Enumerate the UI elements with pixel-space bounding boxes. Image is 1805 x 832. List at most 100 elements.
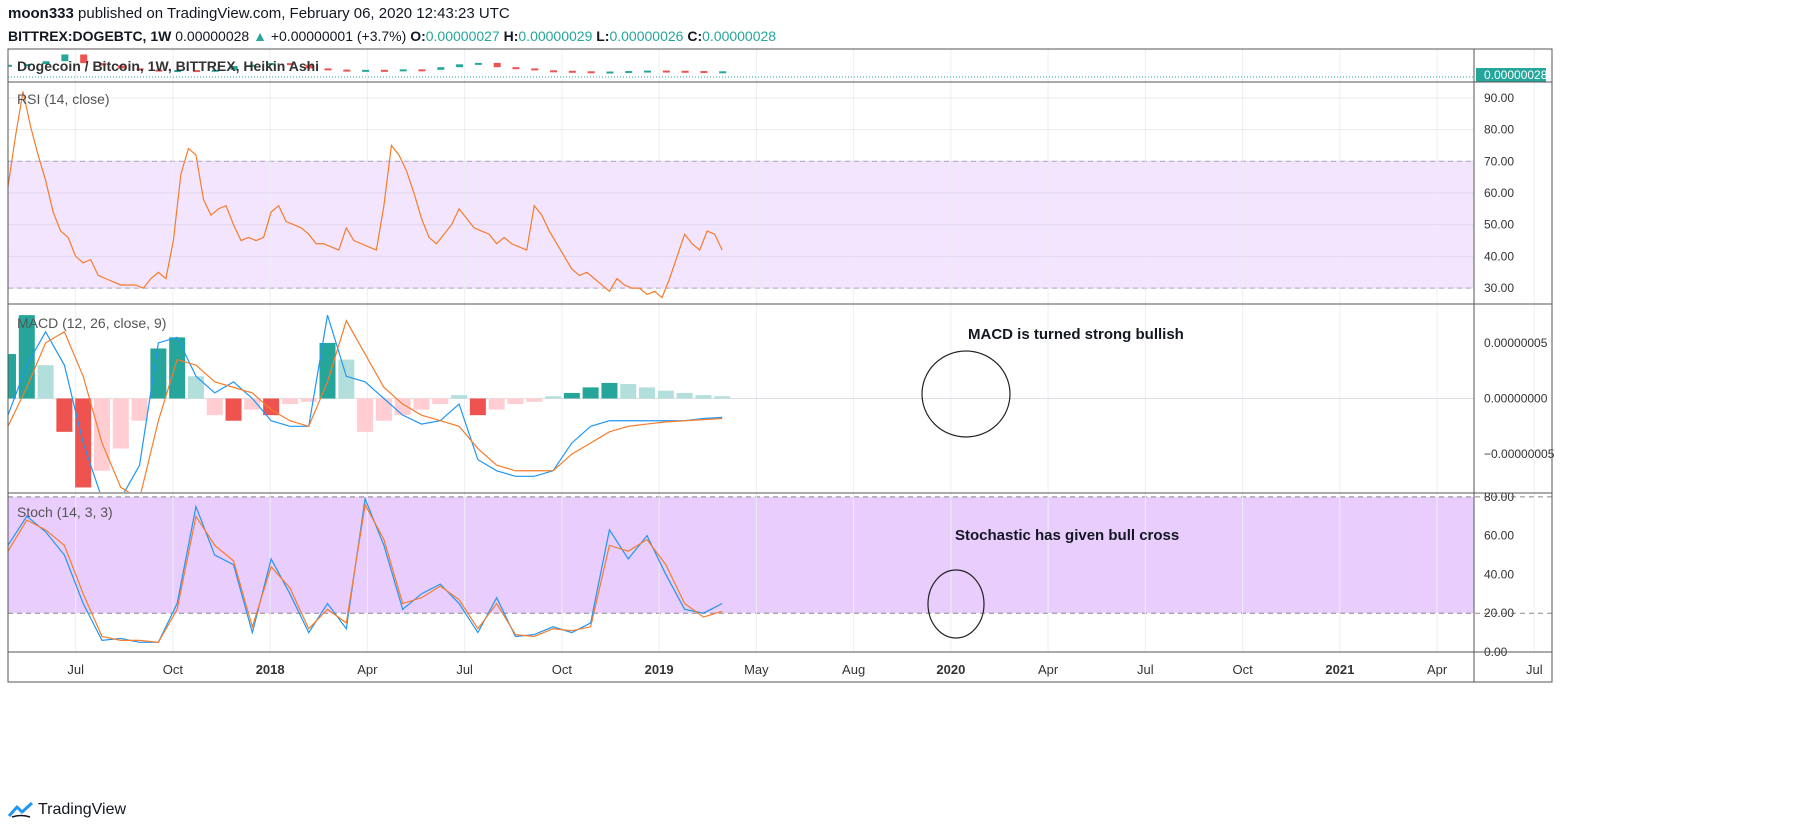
x-axis-label: Oct <box>1232 662 1253 677</box>
price-candle <box>512 67 520 70</box>
x-axis-label: Oct <box>552 662 573 677</box>
price-candle <box>474 62 482 65</box>
chart-canvas[interactable]: Dogecoin / Bitcoin, 1W, BITTREX, Heikin … <box>0 0 1805 800</box>
price-candle <box>174 70 182 73</box>
price-candle <box>192 70 200 73</box>
rsi-y-tick-label: 90.00 <box>1484 91 1514 105</box>
symbol-info: BITTREX:DOGEBTC, 1W 0.00000028 ▲ +0.0000… <box>8 28 776 44</box>
macd-signal-line <box>8 319 723 492</box>
macd-histogram-bar <box>639 387 656 399</box>
macd-histogram-bar <box>150 348 167 399</box>
price-candle <box>211 69 219 72</box>
rsi-y-tick-label: 70.00 <box>1484 154 1514 168</box>
brand-name: TradingView <box>38 801 127 818</box>
price-candle <box>437 67 445 70</box>
x-axis-label: Jul <box>67 662 84 677</box>
price-candle <box>80 54 88 64</box>
price-candle <box>606 71 614 74</box>
price-candle <box>380 69 388 72</box>
rsi-y-tick-label: 30.00 <box>1484 281 1514 295</box>
rsi-band <box>8 161 1474 289</box>
ohlc-open-value: 0.00000027 <box>425 28 500 44</box>
macd-histogram-bar <box>676 392 693 399</box>
price-candle <box>305 64 313 69</box>
ohlc-close-value: 0.00000028 <box>702 28 777 44</box>
macd-histogram-bar <box>563 392 580 399</box>
macd-histogram-bar <box>37 365 54 399</box>
price-candle <box>98 63 106 66</box>
stoch-annotation-circle <box>927 569 985 639</box>
macd-histogram-bar <box>620 384 637 399</box>
macd-histogram-bar <box>582 387 599 399</box>
rsi-pane <box>8 91 723 299</box>
price-candle <box>456 64 464 68</box>
ohlc-high-value: 0.00000029 <box>518 28 593 44</box>
ohlc-open-label: O: <box>410 28 426 44</box>
up-arrow-icon: ▲ <box>253 28 267 44</box>
x-axis-label: 2021 <box>1325 662 1354 677</box>
price-candle <box>61 54 69 62</box>
price-candle <box>625 71 633 74</box>
macd-histogram-bar <box>8 354 16 399</box>
macd-histogram-bar <box>432 398 449 405</box>
macd-histogram-bar <box>300 398 317 402</box>
last-price: 0.00000028 <box>175 28 250 44</box>
tradingview-logo-icon <box>8 801 34 818</box>
price-candle <box>286 63 294 66</box>
price-candle <box>662 70 670 73</box>
rsi-y-tick-label: 40.00 <box>1484 249 1514 263</box>
price-candle <box>644 70 652 73</box>
x-axis-label: Jul <box>1137 662 1154 677</box>
price-candle <box>418 69 426 72</box>
macd-histogram-bar <box>451 395 468 399</box>
stoch-annotation: Stochastic has given bull cross <box>955 527 1179 544</box>
price-candle <box>399 69 407 72</box>
price-candle <box>8 64 12 67</box>
ohlc-low-value: 0.00000026 <box>609 28 684 44</box>
price-candle <box>155 69 163 72</box>
stoch-y-tick-label: 80.00 <box>1484 490 1514 504</box>
x-axis-label: Jul <box>456 662 473 677</box>
x-axis-label: 2020 <box>936 662 965 677</box>
stoch-y-tick-label: 40.00 <box>1484 567 1514 581</box>
price-candle <box>42 61 50 65</box>
ohlc-close-label: C: <box>687 28 703 44</box>
macd-histogram-bar <box>244 398 261 410</box>
macd-histogram-bar <box>319 342 336 399</box>
x-axis-label: Jul <box>1526 662 1543 677</box>
price-candle <box>268 63 276 66</box>
price-candle <box>700 71 708 74</box>
macd-histogram-bar <box>56 398 73 432</box>
price-candle <box>249 64 257 67</box>
macd-histogram-bar <box>695 395 712 399</box>
stoch-d-line <box>8 502 723 643</box>
macd-histogram-bar <box>657 390 674 399</box>
x-axis-label: 2019 <box>645 662 674 677</box>
macd-histogram-bar <box>93 398 110 471</box>
x-axis-label: Apr <box>1427 662 1448 677</box>
macd-pane <box>8 314 1474 492</box>
rsi-y-tick-label: 80.00 <box>1484 123 1514 137</box>
macd-histogram-bar <box>281 398 298 405</box>
x-axis-label: Apr <box>357 662 378 677</box>
price-candle <box>719 71 727 74</box>
price-candle <box>117 65 125 69</box>
macd-annotation: MACD is turned strong bullish <box>968 326 1184 343</box>
tradingview-brand[interactable]: TradingView <box>8 798 126 822</box>
macd-y-tick-label: −0.00000005 <box>1484 447 1555 461</box>
macd-histogram-bar <box>225 398 242 421</box>
stoch-y-tick-label: 60.00 <box>1484 529 1514 543</box>
macd-histogram-bar <box>714 396 731 399</box>
macd-histogram-bar <box>413 398 430 410</box>
price-candle <box>550 70 558 73</box>
price-candle <box>587 71 595 74</box>
macd-y-tick-label: 0.00000005 <box>1484 336 1548 350</box>
price-candle <box>343 69 351 72</box>
author-name[interactable]: moon333 <box>8 5 74 22</box>
macd-histogram-bar <box>187 376 204 399</box>
x-axis-label: Apr <box>1038 662 1059 677</box>
stoch-pane-title: Stoch (14, 3, 3) <box>17 504 113 520</box>
price-candle <box>23 64 31 67</box>
price-pane <box>8 54 727 74</box>
macd-histogram-bar <box>263 398 280 416</box>
